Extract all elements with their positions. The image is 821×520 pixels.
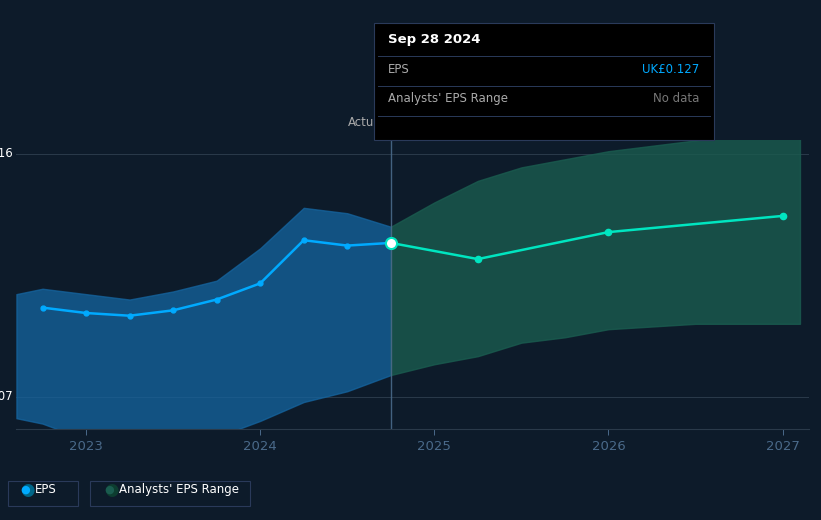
Text: UK£0.07: UK£0.07 [0, 390, 12, 403]
Text: EPS: EPS [35, 484, 57, 496]
Text: ●: ● [21, 485, 30, 495]
Text: Analysts' EPS Range: Analysts' EPS Range [119, 484, 239, 496]
Text: Actual: Actual [348, 116, 385, 129]
Text: No data: No data [654, 93, 699, 106]
Text: Analysts Forecasts: Analysts Forecasts [397, 116, 507, 129]
Text: ●: ● [104, 485, 114, 495]
Text: ●: ● [104, 481, 119, 499]
Text: Analysts' EPS Range: Analysts' EPS Range [388, 93, 508, 106]
Text: EPS: EPS [388, 63, 410, 76]
Text: Sep 28 2024: Sep 28 2024 [388, 33, 481, 46]
Text: UK£0.127: UK£0.127 [642, 63, 699, 76]
Text: UK£0.16: UK£0.16 [0, 147, 12, 160]
Text: ●: ● [21, 481, 35, 499]
